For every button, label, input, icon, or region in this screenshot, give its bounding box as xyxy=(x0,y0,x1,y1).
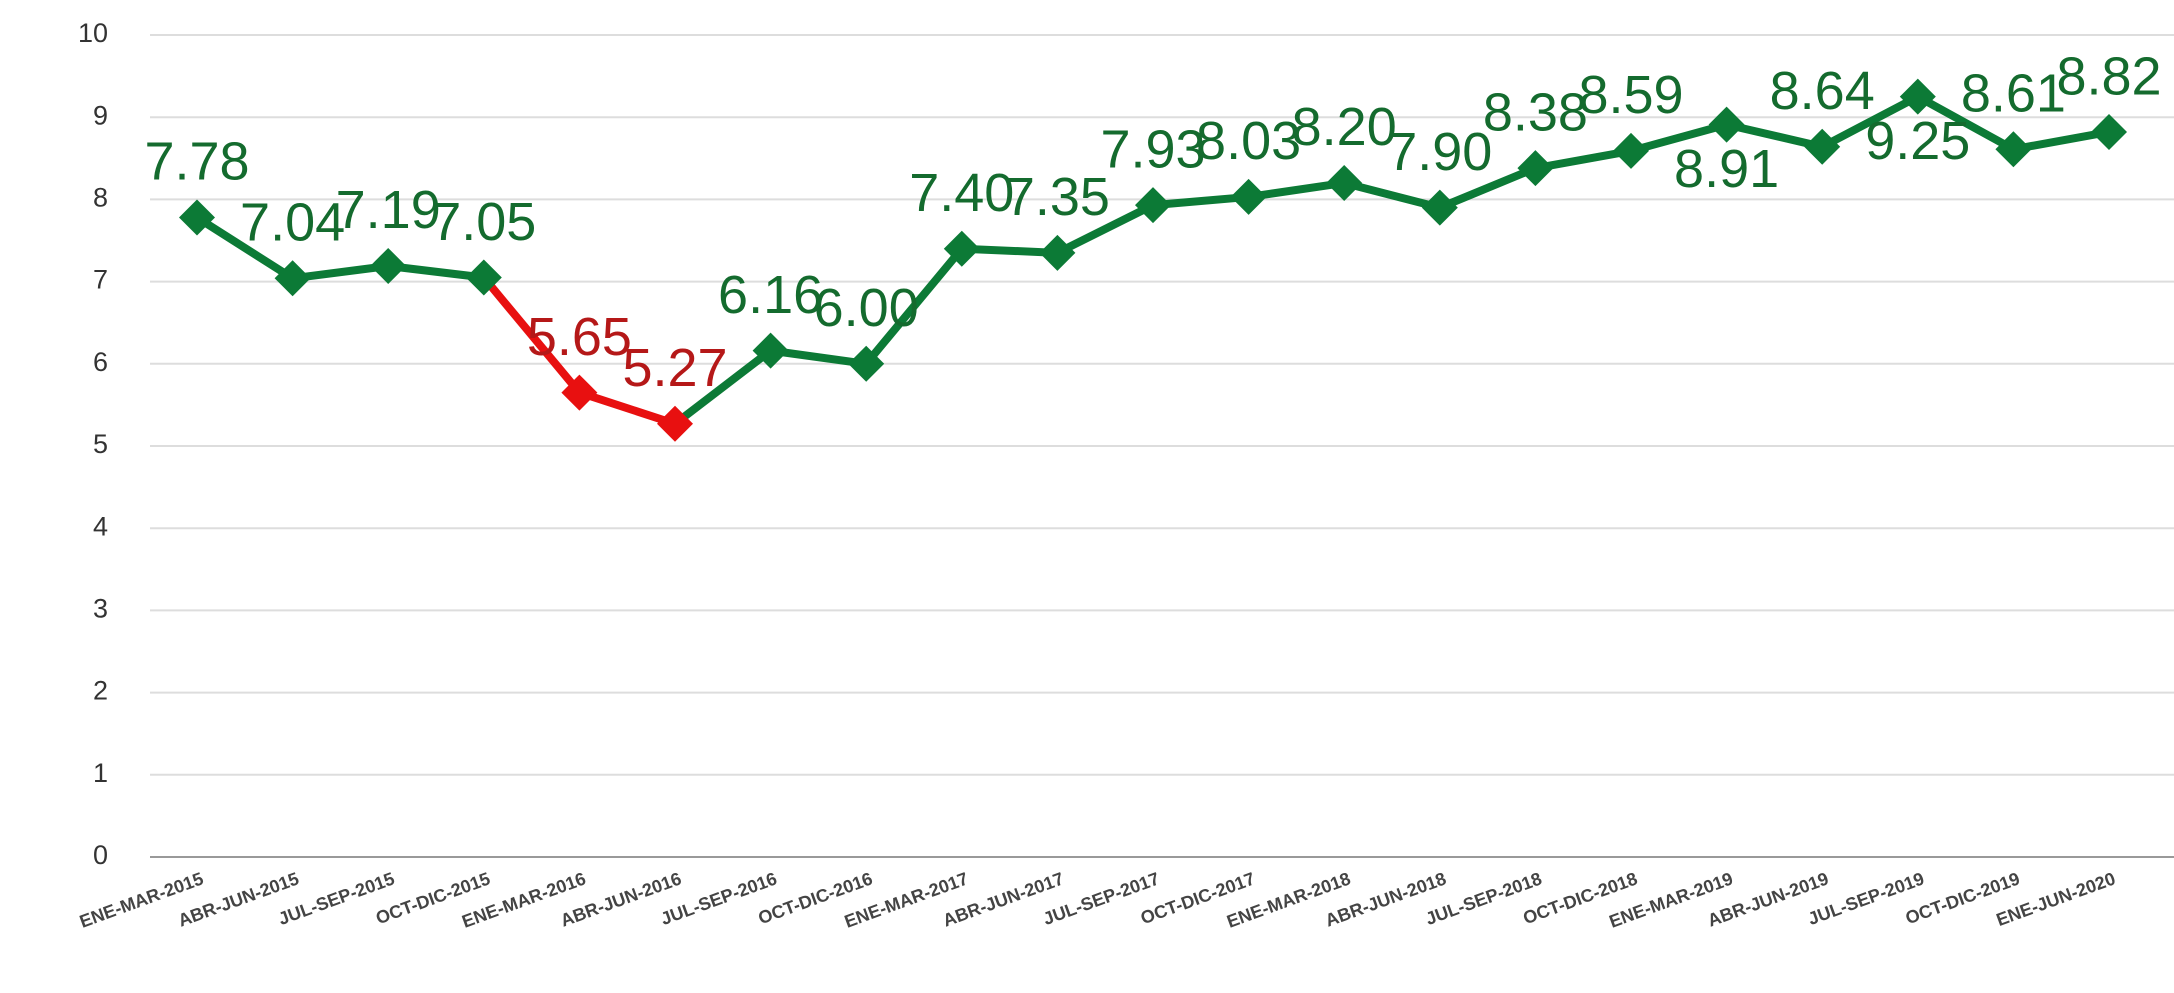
line-segment xyxy=(1244,178,1349,201)
line-segment xyxy=(1913,92,2018,154)
data-label: 7.04 xyxy=(240,193,345,253)
data-point xyxy=(1517,150,1554,187)
data-label: 6.00 xyxy=(814,278,919,338)
line-segment xyxy=(1340,178,1444,212)
data-label: 7.78 xyxy=(144,132,249,192)
data-label: 7.93 xyxy=(1100,119,1205,179)
data-point xyxy=(752,332,789,369)
data-label: 7.05 xyxy=(431,192,536,252)
data-label: 8.61 xyxy=(1961,64,2066,124)
data-point xyxy=(561,374,598,411)
data-point xyxy=(657,405,693,442)
y-tick-label: 9 xyxy=(93,100,108,130)
line-segment xyxy=(862,244,966,368)
line-segment xyxy=(575,388,679,428)
data-label: 8.20 xyxy=(1292,97,1397,157)
data-point xyxy=(1421,189,1458,226)
y-tick-label: 5 xyxy=(93,429,108,459)
line-segment xyxy=(1818,92,1922,151)
data-label: 8.64 xyxy=(1770,61,1875,121)
data-label: 6.16 xyxy=(718,265,823,325)
data-label: 8.82 xyxy=(2056,46,2161,106)
data-point xyxy=(2091,113,2127,150)
y-tick-label: 8 xyxy=(93,183,108,213)
data-point xyxy=(274,260,311,297)
data-point xyxy=(1708,106,1745,143)
data-label: 7.90 xyxy=(1387,122,1492,182)
y-tick-label: 2 xyxy=(93,676,108,706)
data-point xyxy=(848,345,885,382)
y-tick-label: 10 xyxy=(78,18,108,48)
line-segment xyxy=(1531,146,1635,173)
data-point xyxy=(1230,178,1267,215)
data-label: 8.59 xyxy=(1578,65,1683,125)
data-label: 7.35 xyxy=(1005,167,1110,227)
data-point xyxy=(370,247,407,284)
data-point xyxy=(1326,164,1363,201)
line-segment xyxy=(1722,120,1827,151)
data-label: 9.25 xyxy=(1865,111,1970,171)
data-point xyxy=(1899,78,1936,115)
y-tick-label: 7 xyxy=(93,265,108,295)
data-point xyxy=(179,199,215,236)
line-segment xyxy=(193,213,297,283)
data-label: 8.38 xyxy=(1483,82,1588,142)
data-label: 7.40 xyxy=(909,163,1014,223)
y-tick-label: 6 xyxy=(93,347,108,377)
data-label: 5.27 xyxy=(622,338,727,398)
data-point xyxy=(1613,132,1649,169)
data-label: 8.91 xyxy=(1674,139,1779,199)
y-tick-label: 1 xyxy=(93,758,108,788)
y-tick-label: 3 xyxy=(93,594,108,624)
data-label: 5.65 xyxy=(527,307,632,367)
y-tick-label: 0 xyxy=(93,840,108,870)
data-label: 7.19 xyxy=(336,180,441,240)
line-segment xyxy=(1435,164,1540,212)
line-segment xyxy=(671,346,775,428)
data-point xyxy=(1804,128,1841,165)
data-point xyxy=(943,230,980,267)
data-point xyxy=(1135,187,1171,224)
data-point xyxy=(1039,234,1076,271)
line-segment xyxy=(479,273,584,397)
data-point xyxy=(1995,131,2032,168)
data-label: 8.03 xyxy=(1196,111,1301,171)
data-point xyxy=(465,259,502,296)
line-segment xyxy=(1627,120,1731,155)
line-segment xyxy=(766,346,871,368)
line-segment xyxy=(1053,201,1157,257)
y-tick-label: 4 xyxy=(93,511,108,541)
line-segment xyxy=(2009,127,2113,154)
